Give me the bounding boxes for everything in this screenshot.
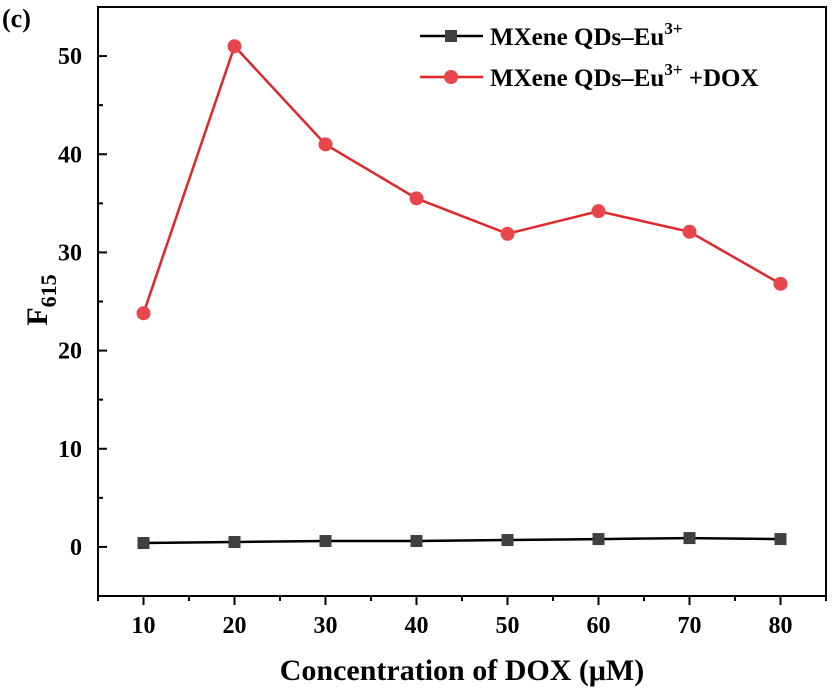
y-axis-title-main: F (21, 307, 54, 325)
legend-entry: MXene QDs–Eu3+ (420, 19, 683, 51)
series-line (142, 45, 782, 314)
series-layer (136, 39, 788, 549)
y-tick-label: 0 (70, 535, 82, 561)
x-tick-label: 10 (132, 613, 156, 639)
series-square (137, 532, 787, 549)
data-point (319, 535, 332, 548)
data-point (137, 536, 150, 549)
y-tick-label: 20 (58, 339, 82, 365)
data-point (773, 276, 788, 291)
x-tick-label: 70 (678, 613, 702, 639)
legend-label: MXene QDs–Eu3+ (490, 19, 683, 51)
data-point (592, 533, 605, 546)
panel-label: (c) (2, 4, 31, 33)
y-axis: 0 10 20 30 40 50 (58, 44, 107, 561)
y-tick-label: 50 (58, 44, 82, 70)
data-point (774, 533, 787, 546)
x-tick-label: 50 (496, 613, 520, 639)
x-tick-label: 60 (587, 613, 611, 639)
x-tick-label: 20 (223, 613, 247, 639)
data-point (318, 137, 333, 152)
y-tick-label: 40 (58, 142, 82, 168)
legend-label-suffix: +DOX (683, 65, 759, 92)
plot-frame (97, 6, 827, 597)
legend-marker (445, 30, 457, 42)
legend-label-base: MXene QDs–Eu (490, 24, 664, 51)
data-point (410, 535, 423, 548)
series-line (143, 536, 781, 545)
data-point (228, 536, 241, 549)
data-point (683, 532, 696, 545)
legend-marker (444, 70, 458, 84)
y-axis-title-sub: 615 (36, 274, 61, 307)
data-point (591, 204, 606, 219)
y-tick-label: 10 (58, 437, 82, 463)
y-axis-title: F615 (21, 274, 61, 325)
x-axis-title: Concentration of DOX (μM) (280, 654, 644, 687)
x-axis: 10 20 30 40 50 60 70 80 (97, 596, 827, 639)
x-tick-label: 40 (405, 613, 429, 639)
x-tick-label: 80 (769, 613, 793, 639)
legend-label-superscript: 3+ (664, 19, 682, 38)
legend-entry: MXene QDs–Eu3+ +DOX (420, 60, 759, 92)
data-point (227, 39, 242, 54)
data-point (409, 191, 424, 206)
data-point (682, 224, 697, 239)
legend: MXene QDs–Eu3+MXene QDs–Eu3+ +DOX (420, 19, 759, 92)
legend-label-superscript: 3+ (664, 60, 682, 79)
legend-label: MXene QDs–Eu3+ +DOX (490, 60, 759, 92)
data-point (500, 226, 515, 241)
data-point (136, 306, 151, 321)
series-circle (136, 39, 788, 321)
legend-label-base: MXene QDs–Eu (490, 65, 664, 92)
x-tick-label: 30 (314, 613, 338, 639)
data-point (501, 534, 514, 547)
y-tick-label: 30 (58, 240, 82, 266)
